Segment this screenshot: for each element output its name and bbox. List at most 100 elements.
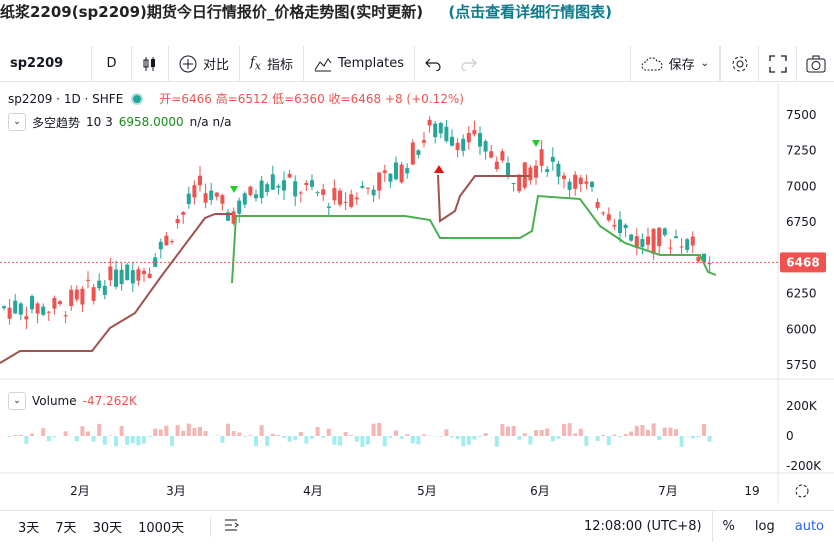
candle-body [472, 129, 477, 135]
series-title: sp2209 · 1D · SHFE [8, 91, 124, 106]
indicators-label: 指标 [266, 58, 293, 73]
undo-button[interactable] [415, 46, 451, 81]
volume-bar [343, 432, 348, 436]
candle-body [332, 188, 337, 201]
percent-toggle[interactable]: % [711, 511, 745, 542]
volume-bar [332, 436, 337, 445]
page-title: 纸浆2209(sp2209)期货今日行情报价_价格走势图(实时更新) (点击查看… [0, 0, 612, 26]
volume-bar [405, 434, 410, 436]
indicator-params: 10 3 [86, 115, 113, 129]
price-chart[interactable]: 75007250700067506500625060005750200K0-20… [0, 83, 834, 503]
candle-body [489, 151, 494, 158]
lower-trend-line-2 [437, 174, 530, 223]
volume-bar [410, 436, 415, 444]
redo-button[interactable] [451, 46, 487, 81]
log-toggle[interactable]: log [754, 519, 775, 534]
price-tick-label: 5750 [786, 358, 817, 372]
candle-body [461, 138, 466, 151]
settings-button[interactable] [720, 46, 758, 81]
indicator-legend: ⌄ 多空趋势 10 3 6958.0000 n/a n/a [8, 113, 231, 131]
volume-tick-label: -200K [786, 459, 822, 473]
candle-body [130, 270, 135, 284]
candle-body [394, 162, 398, 180]
candle-body [203, 193, 208, 203]
candle-body [192, 185, 197, 198]
save-button[interactable]: 保存 ⌄ [629, 46, 720, 81]
range-7d-button[interactable]: 7天 [55, 521, 77, 536]
candle-body [545, 169, 550, 173]
time-zone-display[interactable]: 12:08:00 (UTC+8) [583, 519, 702, 534]
candle-body [209, 190, 214, 200]
volume-bar [153, 428, 158, 436]
candle-body [119, 269, 124, 285]
price-tick-label: 6750 [786, 215, 817, 229]
volume-bar [270, 433, 275, 436]
fullscreen-button[interactable] [758, 46, 796, 81]
volume-bar [125, 436, 130, 445]
volume-bar [7, 436, 12, 437]
candle-body [578, 177, 583, 185]
page-title-text: 纸浆2209(sp2209)期货今日行情报价_价格走势图(实时更新) [0, 3, 424, 21]
time-tick-label: 7月 [658, 484, 678, 498]
candle-body [562, 175, 566, 180]
symbol-search-button[interactable]: sp2209 [0, 46, 92, 81]
volume-bar [192, 427, 197, 436]
compare-button[interactable]: 对比 [169, 46, 241, 81]
screenshot-button[interactable] [796, 46, 834, 81]
chart-area[interactable]: 75007250700067506500625060005750200K0-20… [0, 83, 834, 503]
volume-bar [545, 428, 550, 436]
candle-body [237, 200, 242, 214]
time-tick-label: 3月 [166, 484, 186, 498]
volume-bar [226, 423, 230, 436]
volume-bar [175, 425, 180, 436]
volume-bar [63, 431, 68, 436]
time-tick-label: 5月 [417, 484, 437, 498]
indicators-button[interactable]: fx 指标 [240, 46, 304, 81]
auto-toggle[interactable]: auto [794, 519, 824, 534]
candle-body [629, 234, 634, 241]
chart-type-button[interactable] [132, 46, 169, 81]
candle-body [91, 287, 96, 301]
volume-bar [640, 425, 645, 436]
fullscreen-icon [768, 54, 787, 73]
volume-bar [578, 428, 583, 436]
volume-bar [360, 436, 365, 447]
volume-bar [450, 436, 454, 438]
candle-body [612, 224, 617, 227]
candle-body [550, 156, 555, 162]
candle-body [410, 142, 415, 165]
range-1000d-button[interactable]: 1000天 [138, 521, 185, 536]
candle-body [248, 186, 253, 196]
candle-body [556, 163, 561, 177]
candle-body [35, 303, 40, 314]
candle-body [634, 236, 639, 249]
volume-chevron-icon[interactable]: ⌄ [8, 392, 26, 410]
indicator-value: 6958.0000 [118, 115, 184, 129]
volume-bar [668, 427, 673, 436]
volume-bar [562, 424, 566, 436]
candle-body [517, 174, 522, 192]
range-3d-button[interactable]: 3天 [18, 521, 40, 536]
candle-body [534, 165, 538, 178]
detail-chart-link[interactable]: (点击查看详细行情图表) [448, 3, 613, 21]
volume-bar [310, 436, 314, 439]
volume-bar [377, 422, 382, 436]
volume-bar [528, 436, 533, 445]
templates-button[interactable]: Templates [304, 46, 416, 81]
interval-button[interactable]: D [92, 46, 132, 81]
range-30d-button[interactable]: 30天 [92, 521, 123, 536]
volume-bar [13, 434, 18, 436]
candle-body [287, 173, 292, 178]
volume-bar [601, 435, 606, 436]
goto-date-icon[interactable] [210, 516, 241, 537]
volume-bar [567, 423, 572, 436]
volume-bar [623, 434, 628, 436]
volume-bar [86, 431, 90, 436]
volume-bar [651, 423, 656, 436]
volume-bar [74, 436, 79, 442]
volume-bar [438, 436, 443, 437]
candle-body [422, 140, 426, 143]
collapse-chevron-icon[interactable]: ⌄ [8, 113, 26, 131]
candle-body [153, 257, 158, 267]
candle-body [276, 185, 281, 188]
